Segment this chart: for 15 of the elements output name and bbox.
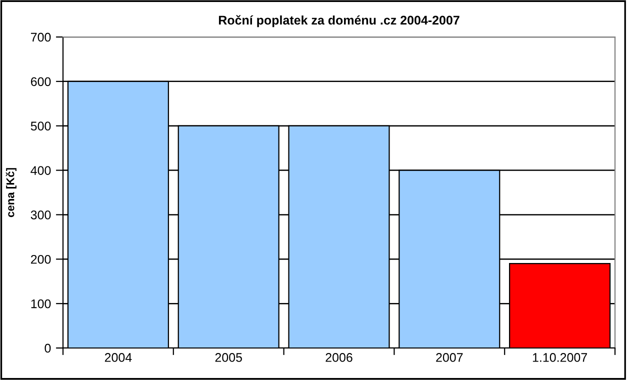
y-tick-label: 0: [44, 344, 51, 353]
y-tick-label: 200: [30, 254, 51, 264]
x-tick-label: 2006: [326, 353, 352, 362]
y-tick-label: 700: [30, 32, 51, 42]
x-tick-label: 2004: [104, 353, 132, 362]
y-tick-label: 600: [30, 77, 51, 86]
y-tick-label: 500: [30, 122, 51, 131]
x-tick-label: 2007: [436, 353, 463, 362]
y-axis-title: cena [Kč]: [6, 168, 16, 218]
x-tick-label: 1.10.2007: [532, 353, 587, 362]
y-tick-label: 400: [30, 166, 51, 175]
chart-title: Roční poplatek za doménu .cz 2004-2007: [218, 15, 460, 28]
y-tick-label: 300: [30, 210, 51, 220]
x-tick-label: 2005: [215, 353, 242, 362]
y-tick-label: 100: [31, 299, 51, 308]
